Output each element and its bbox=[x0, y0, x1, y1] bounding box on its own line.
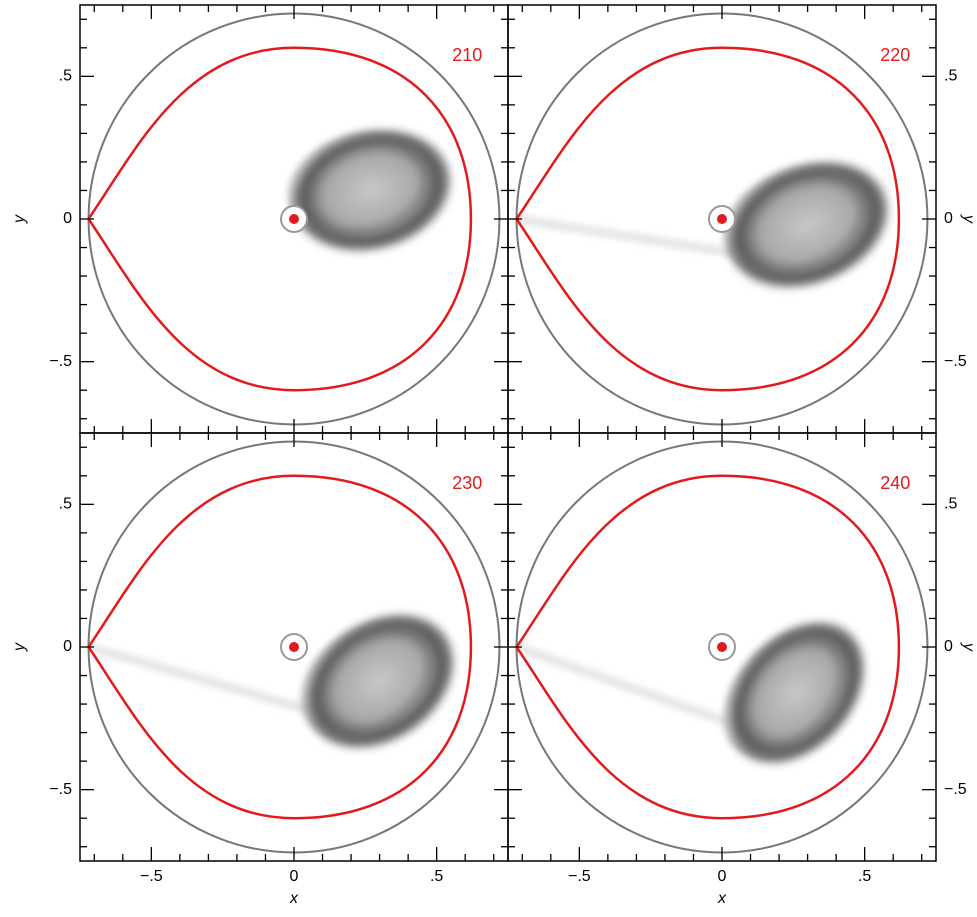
y-tick-label: .5 bbox=[59, 496, 72, 513]
panel: −.5 0 .5 −.5 0 .5 x y 230 bbox=[11, 432, 509, 907]
x-tick-label: 0 bbox=[290, 868, 299, 885]
density-disk bbox=[722, 157, 893, 292]
panel-label: 210 bbox=[452, 45, 482, 65]
panel-content bbox=[87, 12, 501, 426]
panel: −.5 0 .5 y 220 bbox=[507, 4, 977, 434]
y-tick-label: −.5 bbox=[944, 353, 967, 370]
density-disk bbox=[286, 125, 456, 256]
x-tick-label: −.5 bbox=[568, 868, 591, 885]
panel-content bbox=[87, 440, 501, 854]
star bbox=[289, 642, 299, 652]
y-tick-label: −.5 bbox=[944, 781, 967, 798]
panel: −.5 0 .5 y 210 bbox=[11, 4, 509, 434]
y-tick-label: .5 bbox=[944, 496, 957, 513]
star bbox=[717, 642, 727, 652]
density-disk bbox=[300, 610, 459, 753]
density-disk bbox=[723, 617, 869, 768]
y-tick-label: .5 bbox=[944, 68, 957, 85]
density-arm bbox=[724, 633, 843, 757]
stream-tail bbox=[87, 644, 310, 713]
y-axis-label: y bbox=[960, 642, 977, 652]
density-arm bbox=[289, 134, 430, 237]
x-tick-label: 0 bbox=[718, 868, 727, 885]
y-axis-label: y bbox=[11, 214, 28, 224]
roche-lobe bbox=[515, 474, 901, 820]
star bbox=[289, 214, 299, 224]
panel-label: 220 bbox=[880, 45, 910, 65]
x-tick-label: .5 bbox=[858, 868, 871, 885]
stream-tail bbox=[515, 644, 726, 725]
y-tick-label: 0 bbox=[63, 210, 72, 227]
y-tick-label: −.5 bbox=[49, 781, 72, 798]
y-tick-label: −.5 bbox=[49, 353, 72, 370]
y-axis-label: y bbox=[960, 214, 977, 224]
y-tick-label: 0 bbox=[944, 210, 953, 227]
roche-lobe bbox=[515, 46, 901, 392]
y-tick-label: 0 bbox=[63, 638, 72, 655]
y-axis-label: y bbox=[11, 642, 28, 652]
panel: −.5 0 .5 −.5 0 .5 x y 240 bbox=[507, 432, 977, 907]
x-tick-label: .5 bbox=[430, 868, 443, 885]
roche-lobe bbox=[87, 474, 473, 820]
panel-content bbox=[515, 440, 929, 854]
x-tick-label: −.5 bbox=[140, 868, 163, 885]
y-tick-label: 0 bbox=[944, 638, 953, 655]
x-axis-label: x bbox=[289, 890, 299, 907]
y-tick-label: .5 bbox=[59, 68, 72, 85]
density-arm bbox=[302, 622, 432, 738]
stream-tail bbox=[516, 216, 737, 257]
panel-label: 230 bbox=[452, 473, 482, 493]
panel-label: 240 bbox=[880, 473, 910, 493]
x-axis-label: x bbox=[717, 890, 727, 907]
roche-lobe bbox=[87, 46, 473, 392]
density-arm bbox=[724, 167, 866, 275]
star bbox=[717, 214, 727, 224]
panel-content bbox=[515, 12, 929, 426]
